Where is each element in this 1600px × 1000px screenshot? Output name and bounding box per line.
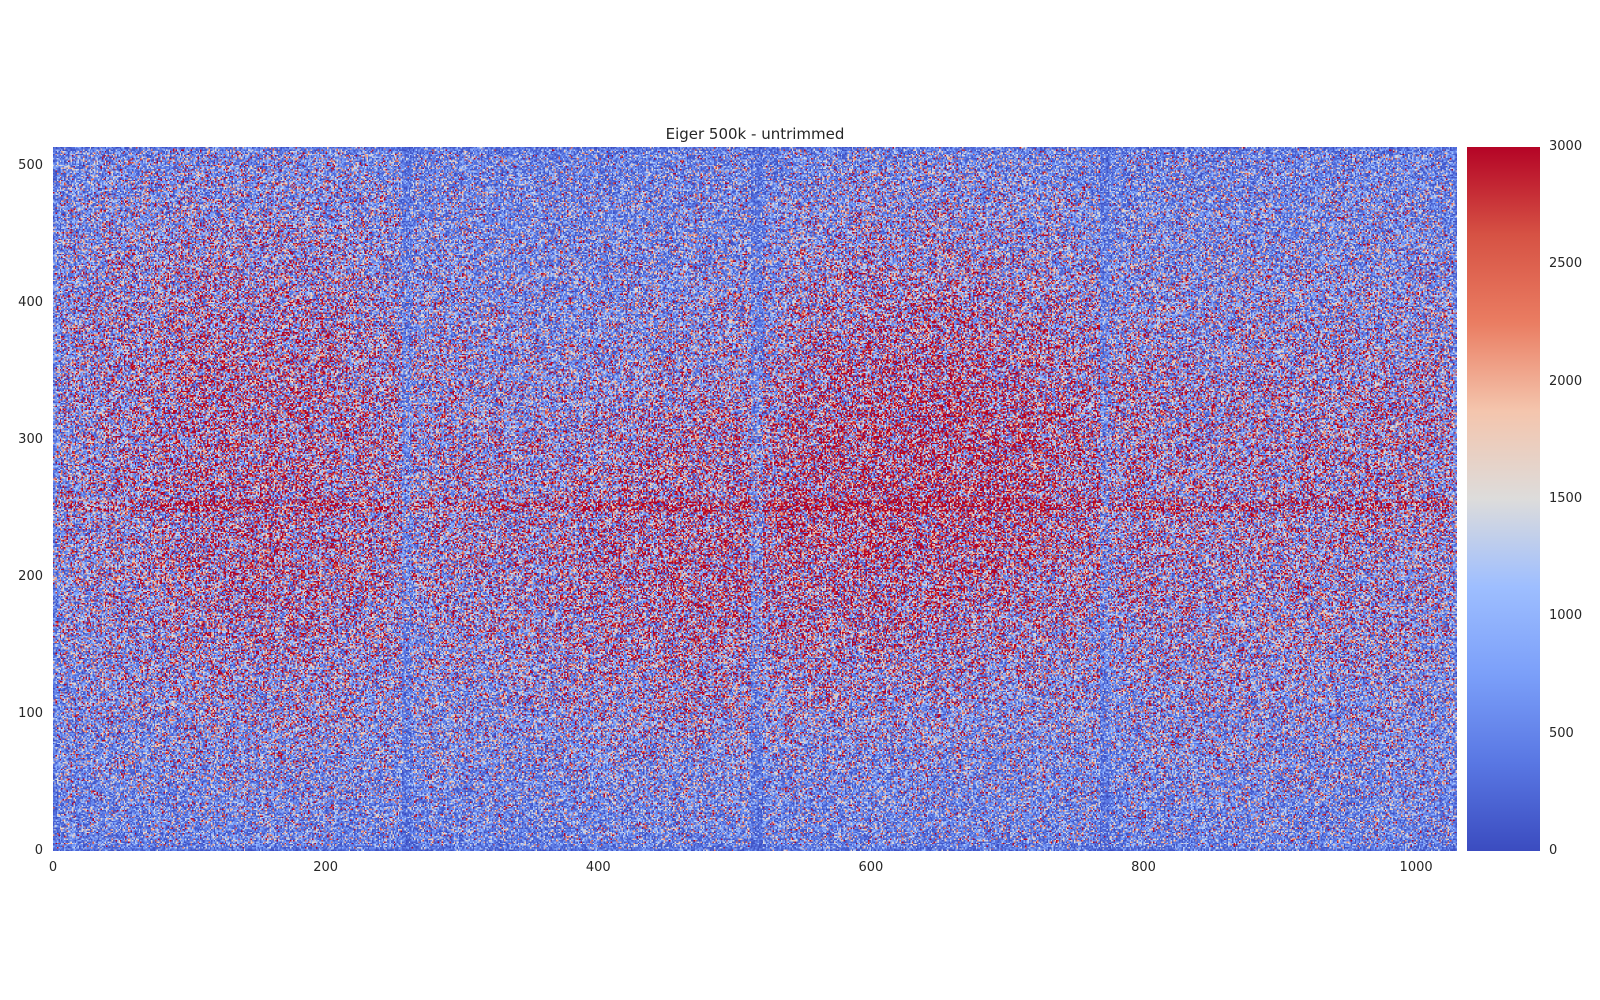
colorbar-tick-label: 1000 (1549, 608, 1583, 624)
heatmap-canvas (53, 147, 1457, 851)
colorbar-tick-label: 3000 (1549, 139, 1583, 154)
colorbar-tick-label: 500 (1549, 725, 1574, 741)
colorbar-tick-label: 1500 (1549, 491, 1583, 506)
y-tick-label: 300 (18, 432, 43, 448)
y-tick-label: 0 (34, 843, 43, 858)
colorbar-tick-label: 0 (1549, 843, 1558, 858)
y-tick-label: 200 (18, 569, 43, 585)
y-tick-label: 500 (18, 158, 43, 174)
chart-title: Eiger 500k - untrimmed (665, 125, 845, 143)
x-tick-label: 0 (48, 860, 58, 875)
y-tick-label: 400 (18, 295, 43, 311)
y-tick-label: 100 (18, 706, 43, 722)
x-tick-label: 1000 (1399, 860, 1433, 875)
colorbar-tick-label: 2000 (1549, 373, 1583, 389)
x-tick-label: 200 (313, 860, 339, 875)
x-tick-label: 600 (858, 860, 884, 875)
colorbar (1467, 147, 1540, 851)
x-tick-label: 800 (1131, 860, 1156, 875)
x-tick-label: 400 (585, 860, 611, 875)
colorbar-tick-label: 2500 (1549, 256, 1583, 272)
